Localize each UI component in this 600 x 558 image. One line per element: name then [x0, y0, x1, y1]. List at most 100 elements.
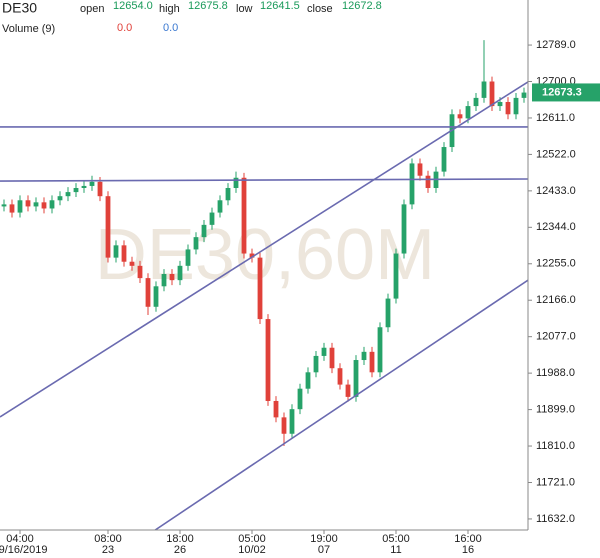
candle-body: [393, 253, 399, 299]
x-tick-label: 16:00: [454, 533, 482, 545]
candle-body: [521, 92, 527, 98]
header-value: 12675.8: [188, 0, 228, 12]
candle-body: [65, 192, 71, 197]
watermark: DE30,60M: [95, 215, 435, 295]
y-tick-label: 12077.0: [536, 331, 576, 343]
candle-body: [385, 298, 391, 328]
candle-body: [17, 200, 23, 213]
x-tick-label: 08:00: [94, 533, 122, 545]
x-tick-date: 09/16/2019: [0, 544, 48, 556]
volume-value: 0.0: [163, 22, 178, 34]
candle-body: [49, 200, 55, 209]
x-tick-date: 16: [462, 544, 474, 556]
x-tick-label: 04:00: [6, 533, 34, 545]
candle-body: [153, 286, 159, 307]
volume-label: Volume (9): [2, 23, 55, 35]
plot: [0, 40, 528, 530]
candle-body: [105, 196, 111, 258]
candle-body: [9, 204, 15, 213]
y-tick-label: 12611.0: [536, 112, 575, 124]
candle-body: [329, 347, 335, 369]
x-tick-label: 05:00: [238, 533, 266, 545]
x-tick-date: 23: [102, 544, 114, 556]
candle-body: [113, 245, 119, 258]
y-tick-label: 11721.0: [536, 476, 575, 488]
candle-body: [321, 347, 327, 356]
y-tick-label: 11632.0: [536, 513, 575, 525]
y-tick-label: 11988.0: [536, 367, 575, 379]
candle-body: [457, 114, 463, 119]
x-tick-date: 11: [390, 544, 401, 556]
candle-body: [417, 163, 423, 176]
candle-body: [289, 409, 295, 434]
candle-body: [129, 261, 135, 266]
symbol: DE30: [2, 0, 37, 16]
candle-body: [409, 163, 415, 205]
y-tick-label: 12433.0: [536, 185, 576, 197]
candle-body: [281, 417, 287, 434]
header-value: 12641.5: [260, 0, 300, 12]
candle-body: [337, 368, 343, 385]
candle-body: [273, 400, 279, 418]
candle-body: [401, 204, 407, 254]
header-label: close: [307, 3, 333, 15]
y-tick-label: 12166.0: [536, 294, 576, 306]
candle-body: [81, 185, 87, 188]
y-tick-label: 11810.0: [536, 440, 575, 452]
candle-body: [297, 388, 303, 410]
x-tick-date: 26: [174, 544, 186, 556]
candle-body: [377, 327, 383, 373]
y-tick-label: 11899.0: [536, 403, 575, 415]
candle-body: [177, 265, 183, 281]
candle-body: [217, 200, 223, 213]
last-price-label: 12673.3: [542, 86, 582, 98]
x-tick-label: 18:00: [166, 533, 194, 545]
y-tick-label: 12344.0: [536, 221, 576, 233]
candle-body: [89, 181, 95, 186]
header-label: open: [80, 3, 104, 15]
candle-body: [345, 384, 351, 397]
candle-body: [209, 212, 215, 225]
last-price-tag: [532, 83, 600, 102]
candle-body: [441, 147, 447, 172]
candle-body: [185, 249, 191, 266]
candle-body: [1, 204, 7, 207]
candle-body: [465, 106, 471, 119]
candle-body: [489, 81, 495, 107]
candle-body: [25, 200, 31, 207]
trend-line: [154, 279, 528, 530]
candle-body: [161, 274, 167, 287]
candle-body: [505, 101, 511, 115]
candle-body: [73, 187, 79, 193]
x-tick-date: 07: [318, 544, 330, 556]
candle-body: [169, 274, 175, 281]
y-tick-label: 12255.0: [536, 258, 576, 270]
candle-body: [41, 202, 47, 209]
trend-line: [0, 178, 528, 182]
candle-body: [249, 253, 255, 258]
candle-body: [473, 97, 479, 107]
y-tick-label: 12522.0: [536, 148, 576, 160]
header-value: 12654.0: [113, 0, 153, 12]
candle-body: [57, 196, 63, 201]
volume-value: 0.0: [117, 22, 132, 34]
candle-body: [425, 175, 431, 188]
candle-body: [241, 177, 247, 254]
candle-body: [481, 81, 487, 98]
x-tick-date: 10/02: [238, 544, 266, 556]
candle-body: [265, 319, 271, 401]
trend-line: [0, 81, 528, 418]
candle-body: [369, 351, 375, 373]
candle-body: [233, 177, 239, 188]
candle-body: [201, 224, 207, 238]
candle-body: [361, 351, 367, 361]
candle-body: [353, 360, 359, 397]
y-tick-label: 12789.0: [536, 39, 576, 51]
candle-body: [33, 202, 39, 207]
candle-body: [97, 181, 103, 197]
header-value: 12672.8: [342, 0, 382, 12]
candle-body: [137, 265, 143, 279]
candle-body: [513, 97, 519, 115]
